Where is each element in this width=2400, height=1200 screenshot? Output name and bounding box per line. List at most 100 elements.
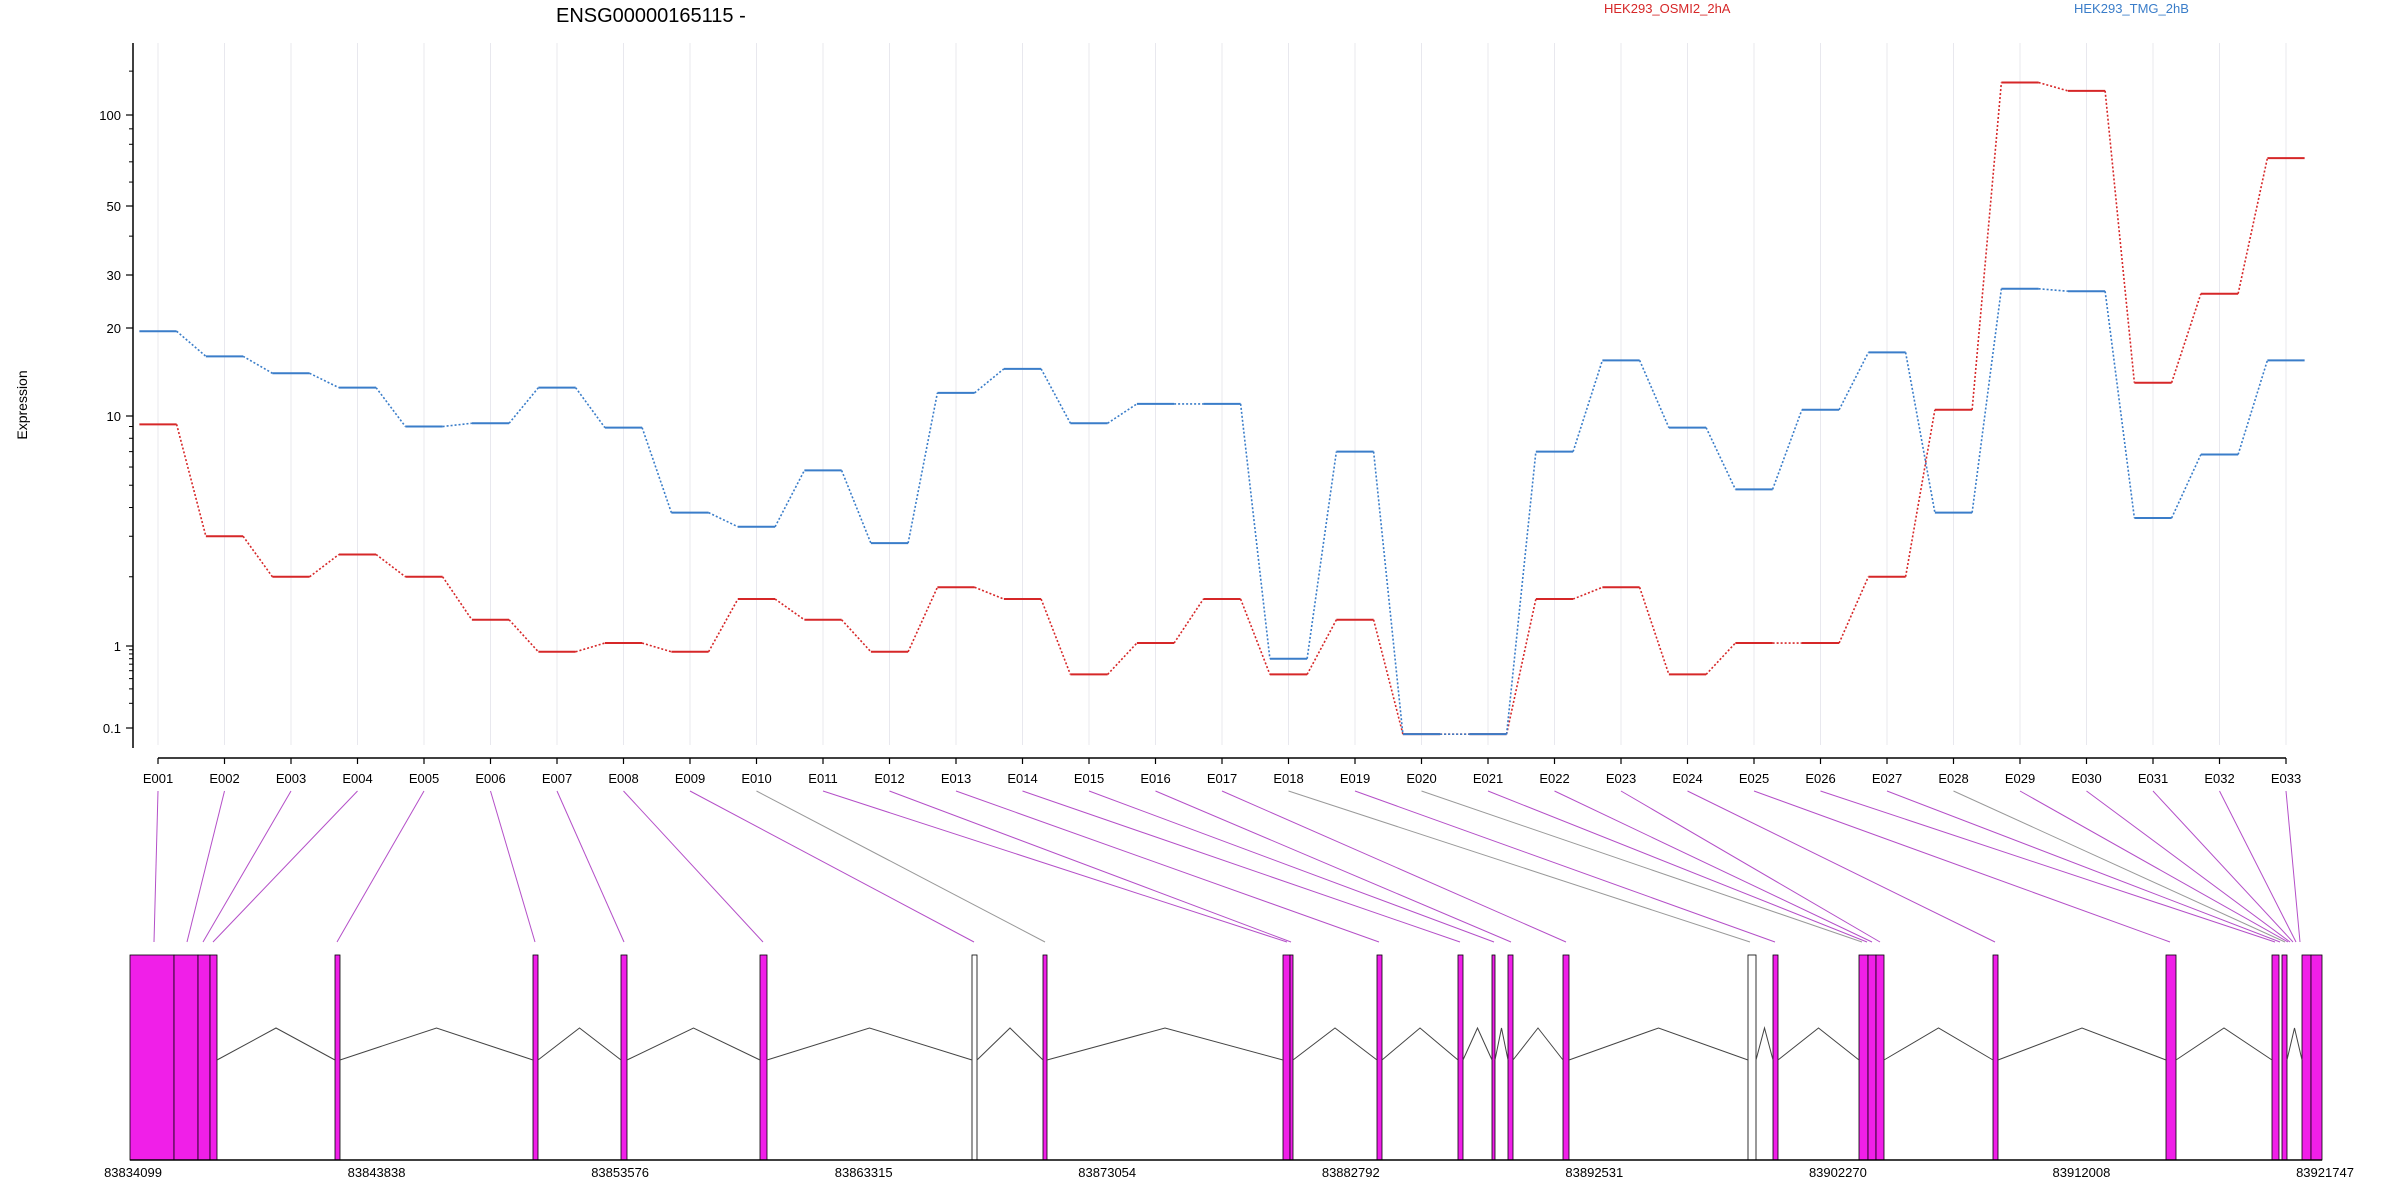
series-2-transition [2038,287,2068,293]
genomic-coordinate-label: 83873054 [1078,1165,1136,1180]
series-2-transition [2237,360,2269,455]
connector-line [556,790,625,943]
exon-block [1867,954,1877,1161]
intron-line [1568,1027,1749,1061]
series-2-transition [2170,454,2202,519]
axes: 0.1 1 10 20 30 50 100 E001 E002 E003 E004 E005 E006 E… [99,43,2301,786]
genomic-coordinate-label: 83834099 [104,1165,162,1180]
series-2-transition [1372,451,1404,735]
y-tick-label: 30 [107,268,121,283]
x-tick-label: E009 [675,771,705,786]
series-2-transition [1505,451,1537,735]
connector-line [1221,790,1567,943]
series-2-transition [1239,403,1271,659]
series-1-transition [1107,642,1138,675]
series-2-transition [1971,288,2003,513]
series-1 [139,81,2305,736]
connector-line [1687,790,1996,943]
x-tick-label: E001 [143,771,173,786]
genomic-coordinate-label: 83843838 [348,1165,406,1180]
connector-line [689,790,975,943]
x-tick-label: E019 [1340,771,1370,786]
series-2-transition [176,330,207,357]
exon-block [1875,954,1885,1161]
series-2-transition [1306,451,1338,659]
series-2-transition [774,470,806,528]
series-1-transition [641,642,672,653]
intron-line [1381,1027,1459,1061]
intron-line [626,1027,761,1061]
genomic-coordinate-label: 83882792 [1322,1165,1380,1180]
connector-line [2086,790,2291,943]
series-1-transition [974,586,1005,600]
connector-line [1487,790,1868,943]
series-1-transition [707,598,739,653]
series-1-transition [242,535,274,578]
y-tick-label: 100 [99,108,121,123]
chart-title: ENSG00000165115 - [556,5,746,27]
grid-lines [157,43,2287,745]
connector-line [336,790,425,943]
genomic-coordinate-label: 83902270 [1809,1165,1867,1180]
x-tick-label: E013 [941,771,971,786]
x-tick-label: E003 [276,771,306,786]
series-1-transition [1505,598,1537,735]
series-2-transition [840,470,872,544]
connector-line [955,790,1380,943]
series-1-transition [1838,576,1870,644]
connector-line [1088,790,1495,943]
genomic-coordinate-label: 83921747 [2296,1165,2354,1180]
series-2-transition [1572,360,1604,452]
series-2-transition [442,422,472,428]
series-1-transition [1040,598,1072,675]
series-2-transition [2104,291,2136,519]
exon-block [759,954,768,1161]
series-2-transition [974,368,1005,394]
connector-line [1554,790,1873,943]
connector-line [1288,790,1751,943]
intron-line [216,1027,336,1061]
connector-line [2219,790,2297,943]
series-1-transition [1904,409,1936,577]
series-2-transition [508,387,539,424]
x-tick-label: E016 [1140,771,1170,786]
x-tick-label: E011 [808,771,837,786]
x-tick-label: E007 [542,771,572,786]
intron-line [2286,1027,2303,1061]
connector-line [153,790,159,943]
connector-line [186,790,225,943]
x-tick-label: E020 [1406,771,1436,786]
exon-block [971,954,978,1161]
intron-line [1494,1027,1509,1061]
x-tick-label: E024 [1672,771,1702,786]
x-tick-label: E014 [1007,771,1037,786]
genomic-coordinate-label: 83892531 [1565,1165,1623,1180]
series-1-transition [774,598,805,621]
connector-line [1421,790,1863,943]
connector-line [2152,790,2294,943]
y-tick-label: 10 [107,409,121,424]
exon-block [1772,954,1779,1161]
exon-block [129,954,175,1161]
exon-block [209,954,218,1161]
exon-block [1042,954,1048,1161]
series-1-transition [1638,587,1670,675]
exon-block [1282,954,1291,1161]
x-tick-label: E018 [1273,771,1303,786]
intron-line [1512,1027,1564,1061]
x-tick-label: E002 [209,771,239,786]
series-2-transition [708,511,739,528]
x-tick-label: E031 [2138,771,2168,786]
series-1-transition [1705,642,1736,675]
exon-connectors [153,790,2301,943]
series-1-transition [375,553,406,578]
exon-block [1289,954,1294,1161]
exon-block [197,954,211,1161]
exon-block [2165,954,2177,1161]
exon-block [1992,954,1999,1161]
series-1-transition [1239,598,1271,675]
connector-line [2019,790,2289,943]
x-tick-label: E022 [1539,771,1569,786]
y-tick-label: 50 [107,199,121,214]
